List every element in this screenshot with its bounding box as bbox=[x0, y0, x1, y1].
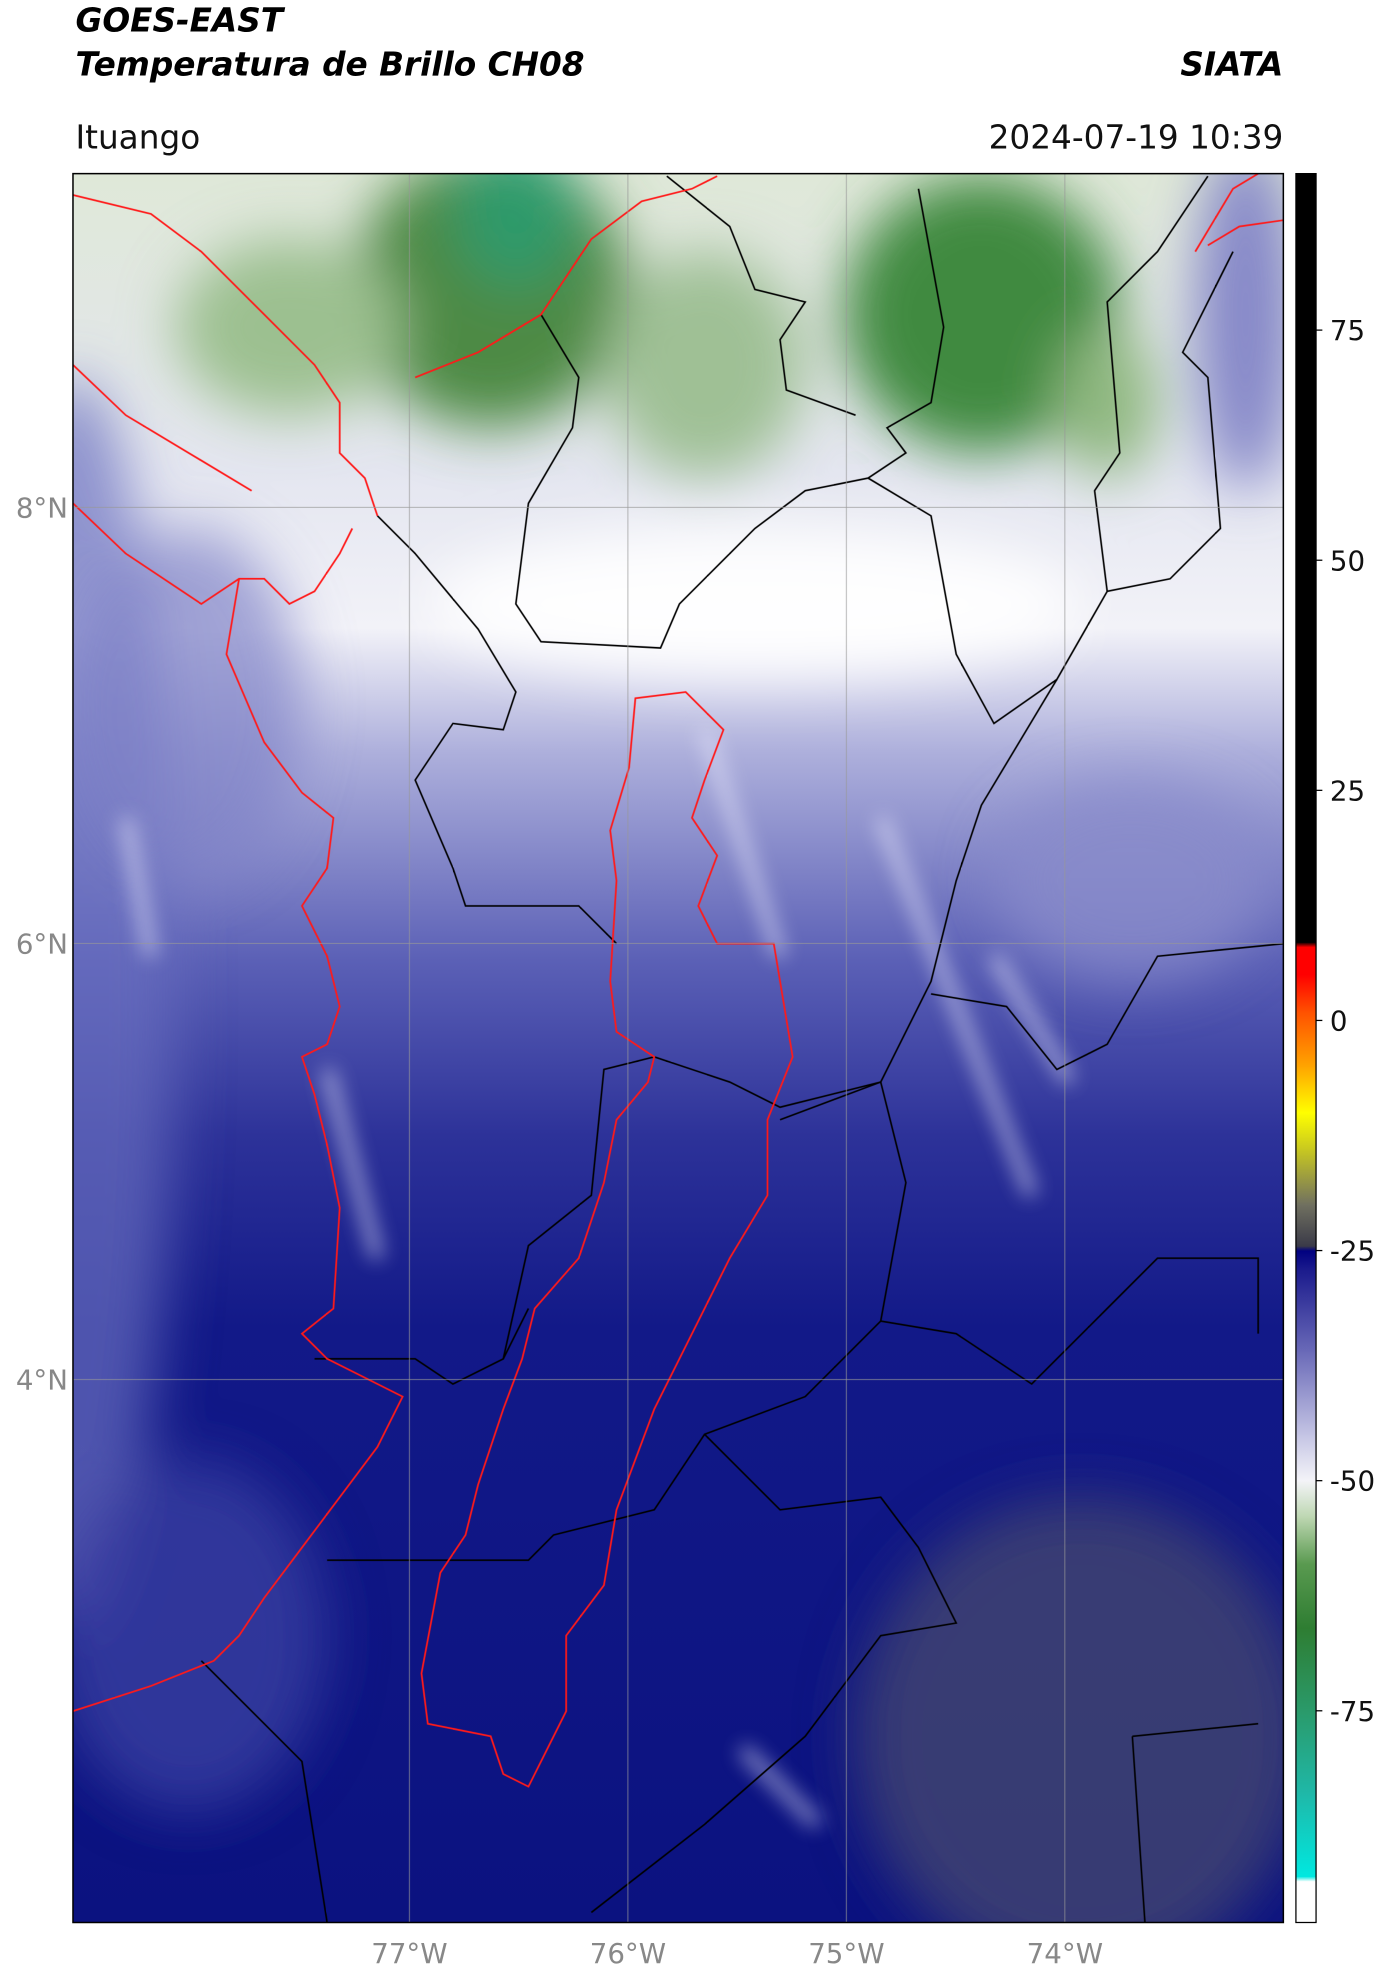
x-tick-label: 75°W bbox=[808, 1937, 884, 1970]
colorbar-segment bbox=[1295, 1250, 1317, 1270]
grid: 77°W 76°W 75°W 74°W 8°N 6°N 4°N bbox=[16, 173, 1284, 1970]
colorbar-segment bbox=[1295, 173, 1317, 943]
y-tick-label: 4°N bbox=[16, 1364, 68, 1397]
colorbar-tick-label: 75 bbox=[1330, 314, 1365, 347]
colorbar-segment bbox=[1295, 974, 1317, 1012]
colorbar-tick-label: 0 bbox=[1330, 1005, 1348, 1038]
colorbar-tick-label: -75 bbox=[1330, 1695, 1375, 1728]
colorbar-segment bbox=[1295, 1149, 1317, 1206]
colorbar-segment bbox=[1295, 1881, 1317, 1923]
colorbar-tick-label: 50 bbox=[1330, 544, 1365, 577]
x-tick-label: 76°W bbox=[590, 1937, 666, 1970]
datetime: 2024-07-19 10:39 bbox=[989, 118, 1284, 156]
colorbar-tick-label: -25 bbox=[1330, 1235, 1375, 1268]
colorbar-segment bbox=[1295, 1268, 1317, 1353]
colorbar-segment bbox=[1295, 1351, 1317, 1436]
y-tick-label: 6°N bbox=[16, 927, 68, 960]
colorbar-segment bbox=[1295, 1480, 1317, 1518]
colorbar-segment bbox=[1295, 1793, 1317, 1877]
map-frame bbox=[72, 172, 1285, 1924]
colorbar-frame bbox=[1295, 172, 1317, 1924]
colorbar-tick-label: -50 bbox=[1330, 1465, 1375, 1498]
x-tick-label: 77°W bbox=[371, 1937, 447, 1970]
colorbar: 75 50 25 0 -25 -50 -75 bbox=[1295, 172, 1375, 1924]
subtitle: Temperatura de Brillo CH08 bbox=[75, 45, 584, 83]
colorbar-tick-label: 25 bbox=[1330, 774, 1365, 807]
colorbar-segment bbox=[1295, 1204, 1317, 1247]
colorbar-segment bbox=[1295, 946, 1317, 975]
cloud-streaks bbox=[119, 727, 1075, 1829]
colorbar-segment bbox=[1295, 1434, 1317, 1482]
title: GOES-EAST bbox=[75, 1, 285, 39]
borders bbox=[200, 175, 1284, 1923]
colorbar-segment bbox=[1295, 1563, 1317, 1629]
colorbar-segment bbox=[1295, 1876, 1317, 1882]
colorbar-segment bbox=[1295, 1245, 1317, 1252]
colorbar-segment bbox=[1295, 1710, 1317, 1795]
location: Ituango bbox=[75, 118, 200, 156]
source: SIATA bbox=[1180, 45, 1283, 83]
colorbar-segment bbox=[1295, 1066, 1317, 1113]
colorbar-segment bbox=[1295, 1627, 1317, 1712]
red-outlines bbox=[72, 173, 1284, 1788]
colorbar-segment bbox=[1295, 1517, 1317, 1565]
map-image bbox=[72, 173, 1284, 1923]
colorbar-segment bbox=[1295, 1011, 1317, 1067]
colorbar-segment bbox=[1295, 942, 1317, 948]
y-tick-label: 8°N bbox=[16, 491, 68, 524]
colorbar-segment bbox=[1295, 1112, 1317, 1150]
x-tick-label: 74°W bbox=[1027, 1937, 1103, 1970]
